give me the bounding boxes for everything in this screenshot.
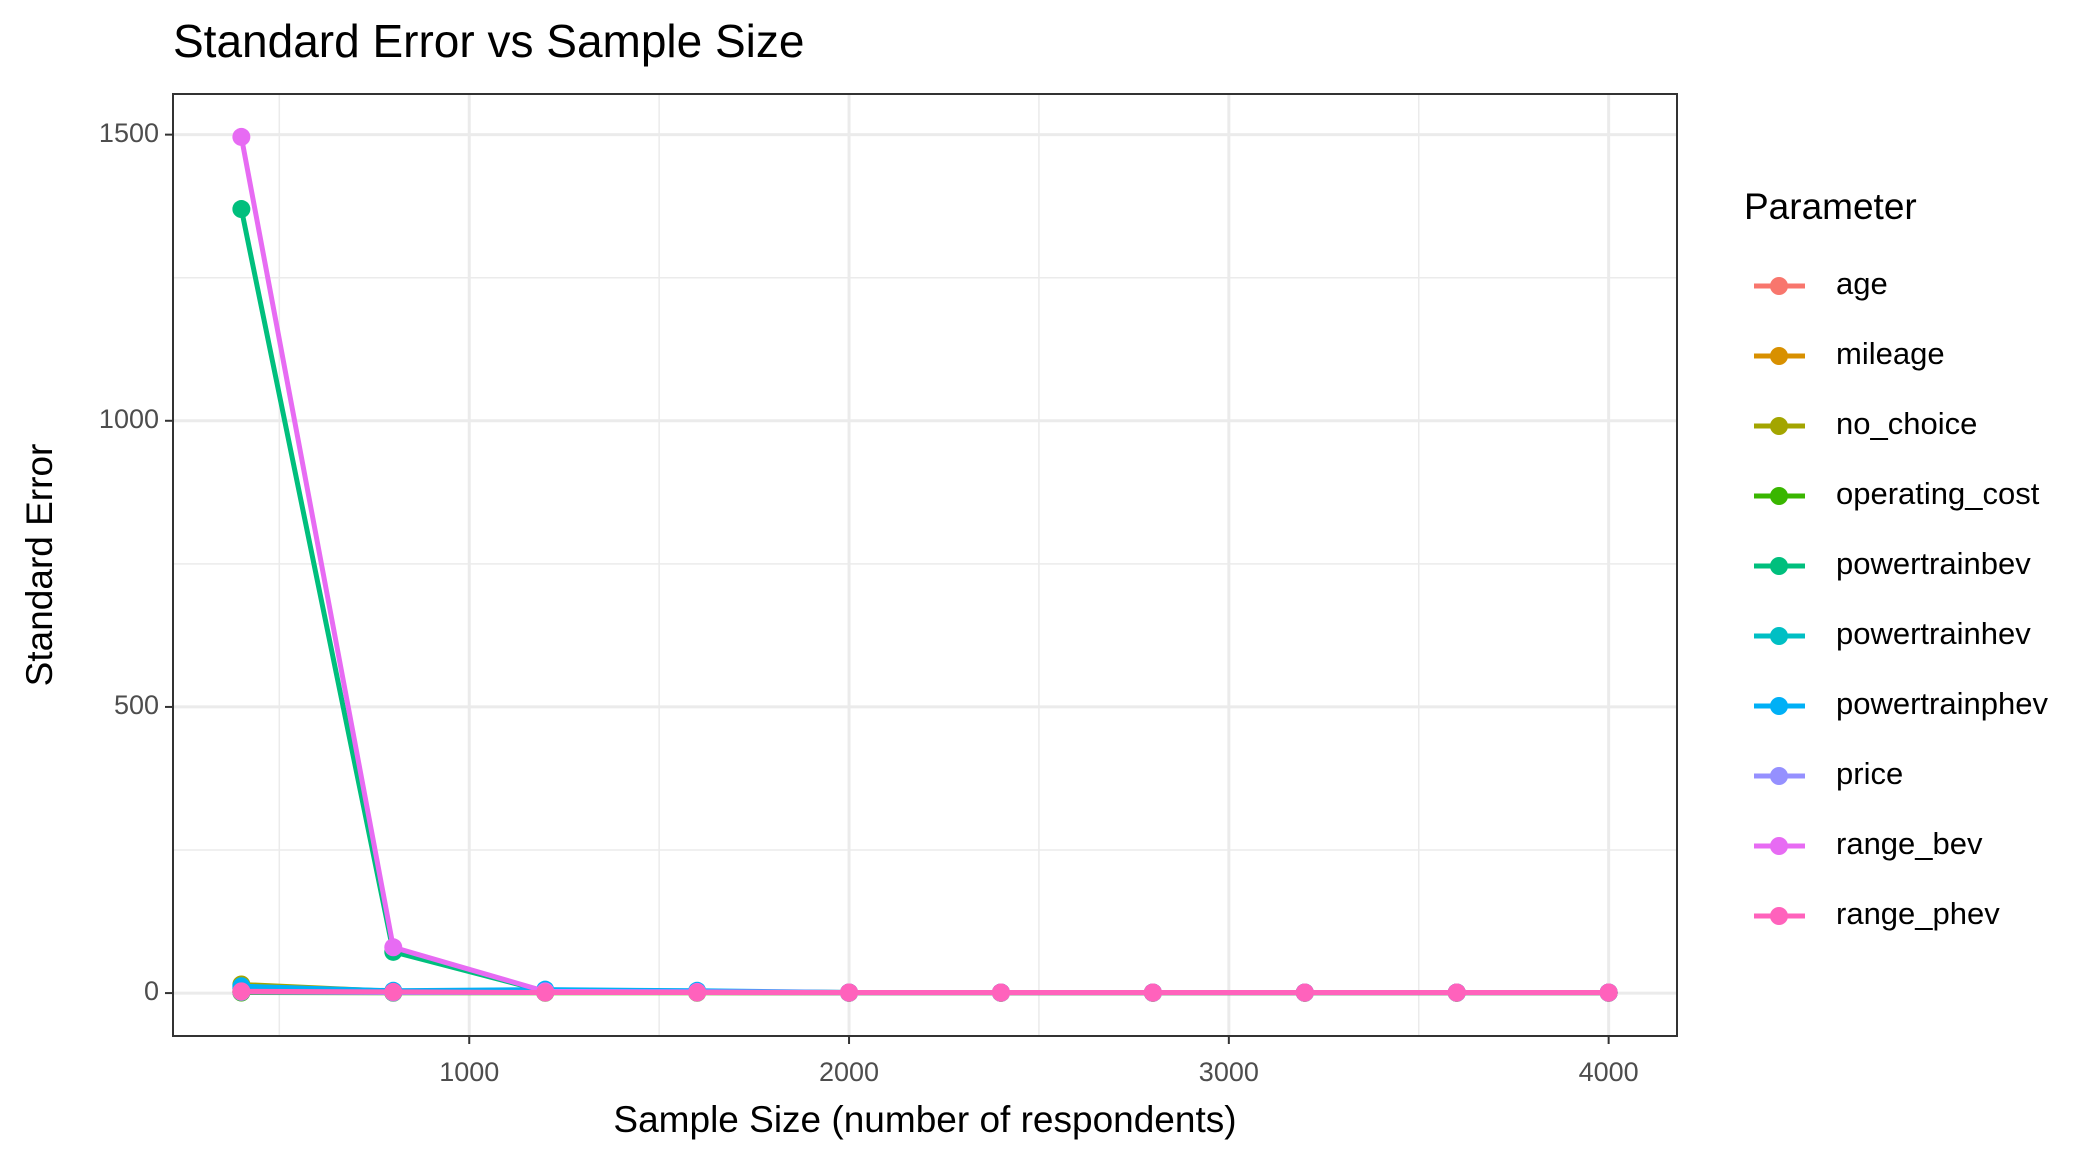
y-tick-label: 500 [114, 690, 159, 720]
legend-label: powertrainbev [1836, 546, 2031, 581]
y-tick-label: 1000 [99, 404, 159, 434]
x-tick-label: 4000 [1579, 1057, 1639, 1087]
legend-label: mileage [1836, 336, 1945, 371]
point [688, 983, 707, 1002]
legend-key-point [1770, 767, 1788, 785]
legend-label: no_choice [1836, 406, 1977, 441]
point [991, 983, 1010, 1002]
point [384, 938, 403, 957]
legend-key-point [1770, 347, 1788, 365]
legend-key-point [1770, 907, 1788, 925]
point [232, 127, 251, 146]
legend-label: range_phev [1836, 896, 2000, 931]
point [536, 983, 555, 1002]
point [1447, 983, 1466, 1002]
x-axis-title: Sample Size (number of respondents) [613, 1099, 1236, 1140]
legend-key-point [1770, 487, 1788, 505]
x-tick-label: 2000 [819, 1057, 879, 1087]
legend-label: operating_cost [1836, 476, 2040, 511]
y-axis-title: Standard Error [19, 444, 60, 687]
legend-title: Parameter [1744, 186, 1917, 227]
chart-title: Standard Error vs Sample Size [173, 15, 805, 67]
point [232, 982, 251, 1001]
legend-label: range_bev [1836, 826, 1983, 861]
x-tick-label: 3000 [1199, 1057, 1259, 1087]
point [1295, 983, 1314, 1002]
plot-border [172, 93, 1678, 1037]
legend-label: price [1836, 756, 1903, 791]
legend-key-point [1770, 557, 1788, 575]
legend-label: powertrainphev [1836, 686, 2048, 721]
x-tick-label: 1000 [439, 1057, 499, 1087]
point [1599, 983, 1618, 1002]
legend-key-point [1770, 837, 1788, 855]
y-tick-label: 0 [144, 976, 159, 1006]
legend-label: age [1836, 266, 1888, 301]
legend-key-point [1770, 627, 1788, 645]
series-line [241, 988, 1609, 996]
y-tick-label: 1500 [99, 118, 159, 148]
point [840, 983, 859, 1002]
point [232, 200, 251, 219]
legend-key-point [1770, 697, 1788, 715]
point [1143, 983, 1162, 1002]
legend-key-point [1770, 277, 1788, 295]
series-line [238, 208, 1609, 996]
point [384, 982, 403, 1001]
legend-key-point [1770, 417, 1788, 435]
legend-label: powertrainhev [1836, 616, 2031, 651]
series-line [238, 136, 1609, 996]
